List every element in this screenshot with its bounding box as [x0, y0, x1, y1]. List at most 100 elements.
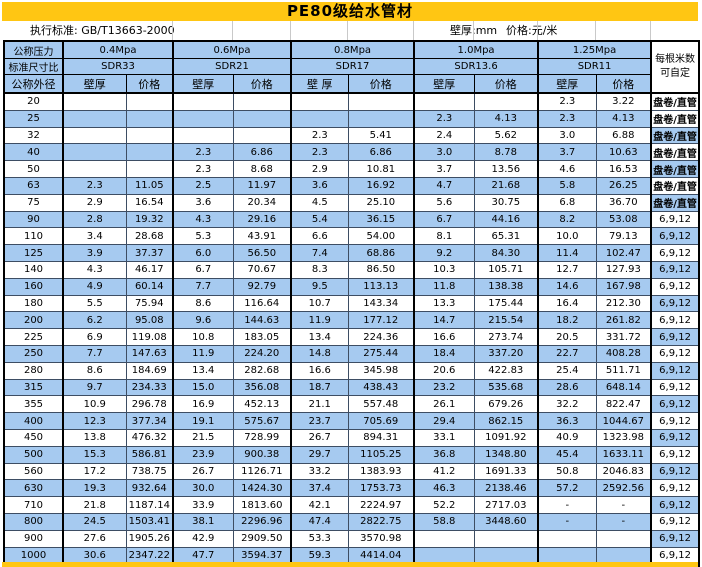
length-header-line1: 每根米数 — [655, 54, 696, 65]
price-value-cell — [348, 93, 416, 111]
price-value-cell: 1187.14 — [126, 496, 175, 514]
pressure-header-cell: 1.25Mpa — [538, 41, 653, 59]
wall-value-cell: 28.6 — [538, 379, 597, 397]
wall-value-cell: 16.6 — [291, 362, 349, 380]
wall-value-cell: 8.1 — [414, 227, 475, 246]
wall-value-cell: 11.9 — [173, 345, 234, 363]
wall-value-cell: 7.7 — [63, 345, 127, 363]
wall-value-cell: 33.2 — [291, 463, 349, 481]
length-cell: 6,9,12 — [651, 412, 700, 430]
wall-value-cell: 12.3 — [63, 412, 127, 430]
price-value-cell: 16.92 — [348, 177, 416, 195]
wall-value-cell — [538, 530, 597, 548]
price-value-cell: 68.86 — [348, 244, 416, 262]
price-value-cell: 337.20 — [474, 345, 540, 363]
wall-value-cell: 23.9 — [173, 446, 234, 464]
wall-value-cell: 29.7 — [291, 446, 349, 464]
od-cell: 125 — [4, 244, 64, 262]
wall-value-cell: 9.7 — [63, 379, 127, 397]
length-cell: 6,9,12 — [651, 328, 700, 346]
wall-value-cell: 6.7 — [173, 261, 234, 279]
wall-value-cell: 58.8 — [414, 513, 475, 531]
length-cell: 6,9,12 — [651, 496, 700, 514]
wall-value-cell: 21.5 — [173, 429, 234, 447]
wall-value-cell — [414, 530, 475, 548]
od-cell: 630 — [4, 479, 64, 498]
price-value-cell: 932.64 — [126, 479, 175, 498]
wall-value-cell — [173, 110, 234, 128]
price-value-cell: 422.83 — [474, 362, 540, 380]
od-cell: 32 — [4, 127, 64, 145]
wall-value-cell: 33.1 — [414, 429, 475, 447]
price-value-cell: 822.47 — [596, 395, 653, 414]
price-value-cell: 2822.75 — [348, 513, 416, 531]
table-row: 400 12.3 377.34 19.1 575.67 23.7 705.69 29.4 862… — [4, 412, 700, 430]
wall-value-cell: 12.7 — [538, 261, 597, 279]
wall-value-cell: 8.6 — [173, 295, 234, 313]
subtitle-grid-line — [232, 21, 233, 40]
wall-value-cell: 17.2 — [63, 463, 127, 481]
wall-value-cell: 59.3 — [291, 547, 349, 565]
price-value-cell: 224.20 — [233, 345, 293, 363]
price-value-cell: 356.08 — [233, 379, 293, 397]
price-value-cell: 20.34 — [233, 194, 293, 212]
length-cell: 盘卷/直管 — [651, 177, 700, 195]
price-value-cell: 127.93 — [596, 261, 653, 279]
price-value-cell: 575.67 — [233, 412, 293, 430]
price-value-cell: 1044.67 — [596, 412, 653, 430]
length-cell: 6,9,12 — [651, 261, 700, 279]
length-cell: 6,9,12 — [651, 295, 700, 313]
price-value-cell: 116.64 — [233, 295, 293, 313]
price-column-header: 价格 — [474, 74, 540, 94]
price-value-cell: 70.67 — [233, 261, 293, 279]
wall-value-cell: 41.2 — [414, 463, 475, 481]
price-value-cell: 557.48 — [348, 395, 416, 414]
price-value-cell: 21.68 — [474, 177, 540, 195]
wall-value-cell: 3.4 — [63, 227, 127, 246]
price-value-cell — [126, 110, 175, 128]
wall-value-cell: 6.7 — [414, 211, 475, 229]
wall-value-cell: 2.5 — [173, 177, 234, 195]
price-value-cell — [233, 127, 293, 145]
wall-value-cell: 36.8 — [414, 446, 475, 464]
wall-value-cell: 18.7 — [291, 379, 349, 397]
price-value-cell: 43.91 — [233, 227, 293, 246]
wall-value-cell: 26.7 — [173, 463, 234, 481]
price-value-cell: 1091.92 — [474, 429, 540, 447]
wall-value-cell: 23.2 — [414, 379, 475, 397]
wall-value-cell: 7.4 — [291, 244, 349, 262]
wall-value-cell: 3.7 — [414, 160, 475, 178]
wall-value-cell: 23.7 — [291, 412, 349, 430]
wall-column-header: 壁厚 — [63, 74, 127, 94]
price-value-cell: 84.30 — [474, 244, 540, 262]
wall-column-header: 壁厚 — [414, 74, 475, 94]
wall-value-cell — [291, 93, 349, 111]
price-value-cell: 1348.80 — [474, 446, 540, 464]
price-value-cell: 143.34 — [348, 295, 416, 313]
od-cell: 50 — [4, 160, 64, 178]
price-value-cell: 2909.50 — [233, 530, 293, 548]
price-value-cell: 738.75 — [126, 463, 175, 481]
table-row: 32 2.3 5.41 2.4 5.62 3.0 6.88 盘卷/直管 — [4, 127, 700, 145]
price-value-cell — [474, 530, 540, 548]
wall-value-cell: 20.6 — [414, 362, 475, 380]
wall-value-cell: 42.9 — [173, 530, 234, 548]
wall-value-cell: 13.8 — [63, 429, 127, 447]
wall-value-cell: 11.4 — [538, 244, 597, 262]
length-cell: 6,9,12 — [651, 244, 700, 262]
sheet-title: PE80级给水管材 — [2, 2, 698, 21]
pressure-header-cell: 0.6Mpa — [173, 41, 293, 59]
price-column-header: 价格 — [126, 74, 175, 94]
wall-value-cell: 4.9 — [63, 278, 127, 296]
wall-value-cell: 13.4 — [291, 328, 349, 346]
table-row: 40 2.3 6.86 2.3 6.86 3.0 8.78 3.7 10.63 盘卷/直管 — [4, 143, 700, 162]
table-row: 140 4.3 46.17 6.7 70.67 8.3 86.50 10.3 105.71 12.… — [4, 261, 700, 279]
price-value-cell: 4.13 — [596, 110, 653, 128]
wall-value-cell: 10.7 — [291, 295, 349, 313]
price-value-cell: 408.28 — [596, 345, 653, 363]
wall-value-cell: 6.8 — [538, 194, 597, 212]
price-value-cell: 3.22 — [596, 93, 653, 111]
sdr-header-cell: SDR21 — [173, 58, 293, 75]
price-column-header: 价格 — [233, 74, 293, 94]
